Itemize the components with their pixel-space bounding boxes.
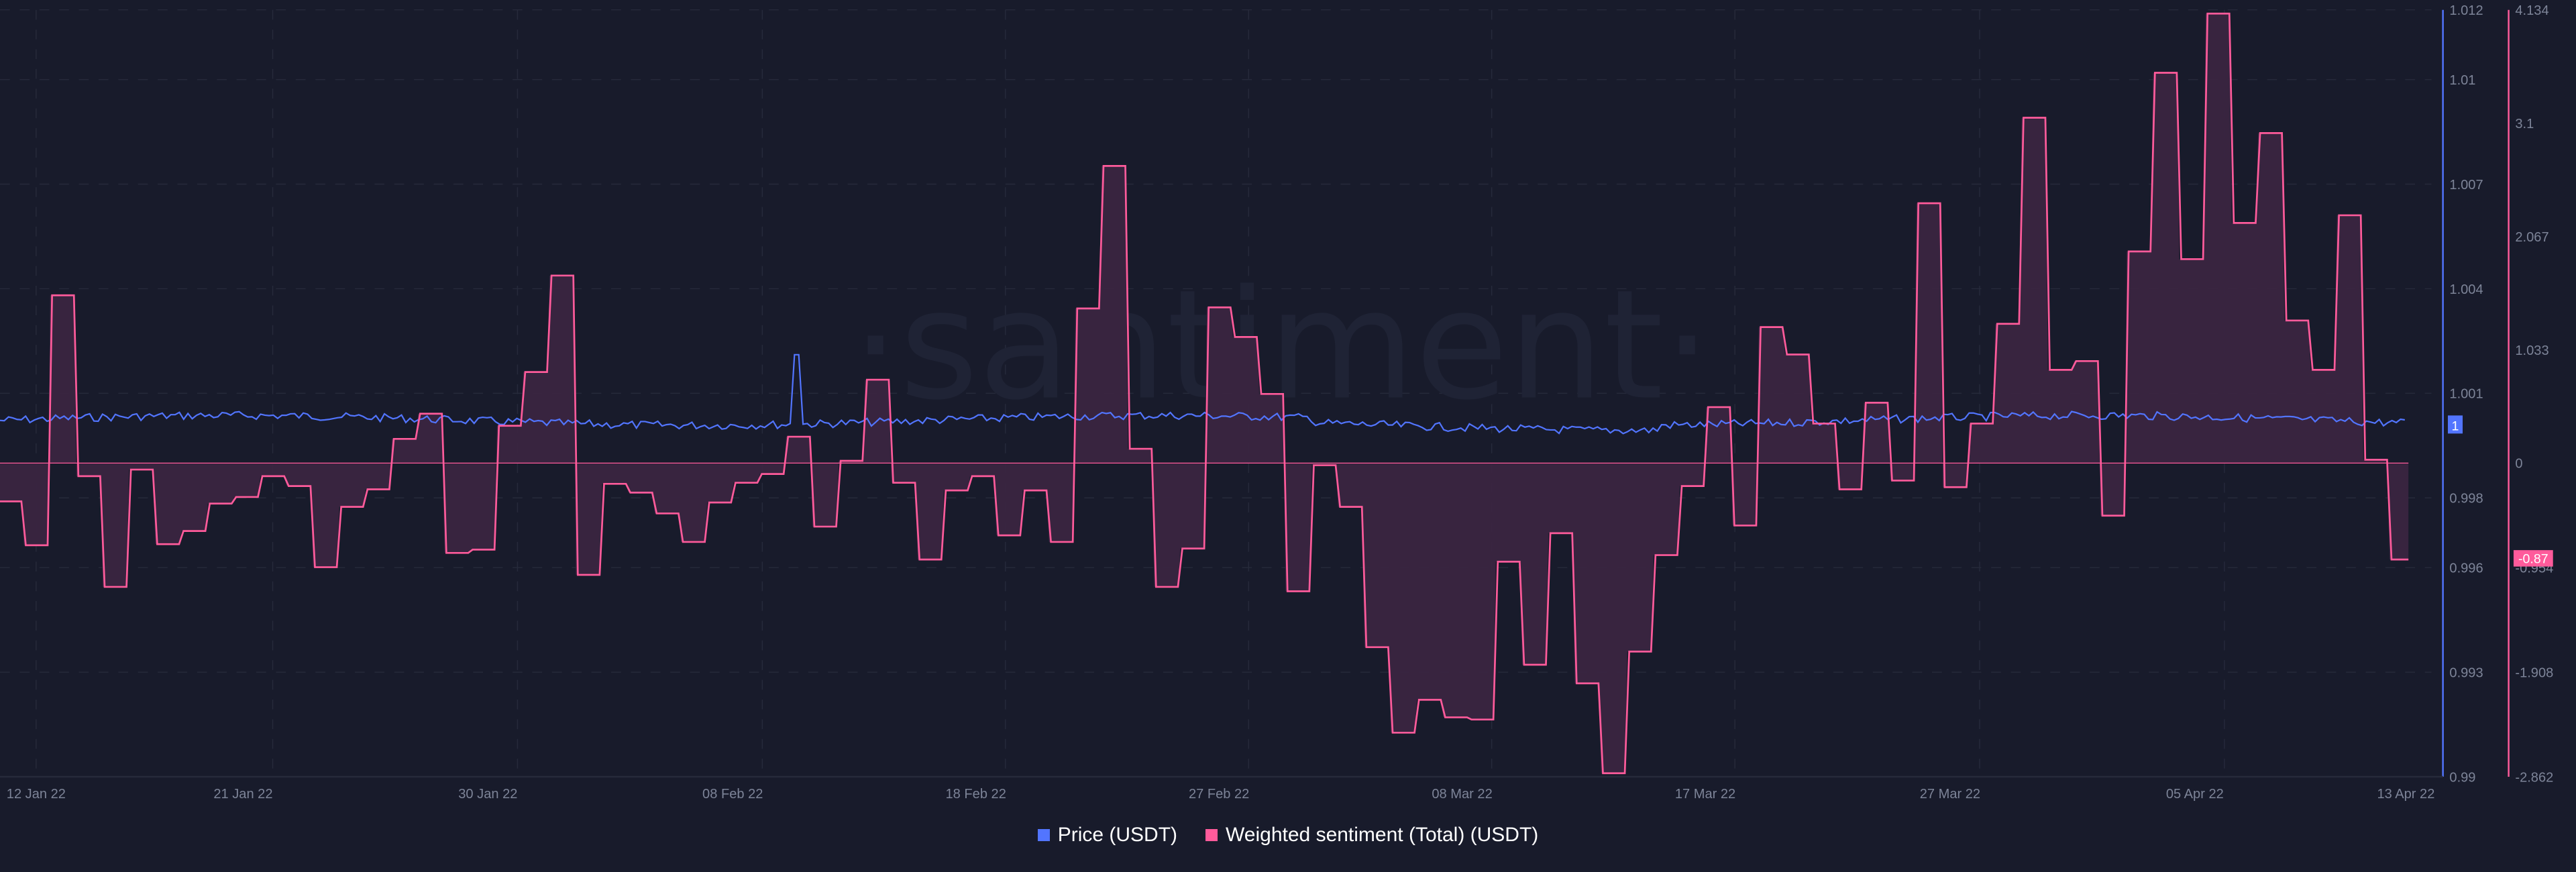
svg-text:1.004: 1.004 bbox=[2449, 282, 2483, 297]
svg-text:4.134: 4.134 bbox=[2515, 3, 2548, 18]
svg-text:0.993: 0.993 bbox=[2449, 665, 2483, 680]
sentiment-last-value-badge: -0.87 bbox=[2513, 550, 2553, 567]
legend: Price (USDT) Weighted sentiment (Total) … bbox=[0, 824, 2576, 847]
svg-text:08 Feb 22: 08 Feb 22 bbox=[702, 787, 763, 802]
svg-text:1.033: 1.033 bbox=[2515, 343, 2548, 358]
svg-text:27 Mar 22: 27 Mar 22 bbox=[1920, 787, 1980, 802]
price-last-value-badge: 1 bbox=[2447, 415, 2463, 433]
svg-text:3.1: 3.1 bbox=[2515, 117, 2534, 131]
svg-text:-1.908: -1.908 bbox=[2515, 665, 2553, 680]
svg-text:1.012: 1.012 bbox=[2449, 3, 2483, 18]
svg-text:2.067: 2.067 bbox=[2515, 230, 2548, 245]
svg-text:0: 0 bbox=[2515, 457, 2522, 472]
svg-text:18 Feb 22: 18 Feb 22 bbox=[946, 787, 1006, 802]
sentiment-last-value: -0.87 bbox=[2518, 552, 2548, 567]
svg-text:05 Apr 22: 05 Apr 22 bbox=[2166, 787, 2224, 802]
svg-text:1.001: 1.001 bbox=[2449, 387, 2483, 402]
legend-item-sentiment[interactable]: Weighted sentiment (Total) (USDT) bbox=[1205, 824, 1538, 847]
sentiment-line[interactable] bbox=[0, 12, 2409, 775]
svg-text:08 Mar 22: 08 Mar 22 bbox=[1432, 787, 1492, 802]
legend-label-sentiment: Weighted sentiment (Total) (USDT) bbox=[1226, 824, 1539, 846]
svg-text:27 Feb 22: 27 Feb 22 bbox=[1189, 787, 1249, 802]
legend-item-price[interactable]: Price (USDT) bbox=[1037, 824, 1178, 847]
svg-text:1.007: 1.007 bbox=[2449, 178, 2483, 193]
svg-text:0.996: 0.996 bbox=[2449, 561, 2483, 576]
sentiment-area bbox=[0, 13, 2409, 773]
price-swatch-icon bbox=[1037, 829, 1050, 841]
price-axis: 1.012 1.01 1.007 1.004 1.001 0.998 0.996 0.993 0… bbox=[2449, 3, 2483, 785]
svg-text:-2.862: -2.862 bbox=[2515, 770, 2553, 785]
svg-text:13 Apr 22: 13 Apr 22 bbox=[2377, 787, 2434, 802]
price-line[interactable] bbox=[0, 353, 2405, 435]
legend-label-price: Price (USDT) bbox=[1057, 824, 1178, 846]
svg-text:17 Mar 22: 17 Mar 22 bbox=[1675, 787, 1735, 802]
svg-text:0.99: 0.99 bbox=[2449, 770, 2475, 785]
svg-text:30 Jan 22: 30 Jan 22 bbox=[458, 787, 517, 802]
svg-text:1.01: 1.01 bbox=[2449, 73, 2475, 88]
sentiment-swatch-icon bbox=[1205, 829, 1218, 841]
svg-text:12 Jan 22: 12 Jan 22 bbox=[7, 787, 66, 802]
x-axis: 12 Jan 22 21 Jan 22 30 Jan 22 08 Feb 22 18 F… bbox=[7, 787, 2435, 802]
svg-text:0.998: 0.998 bbox=[2449, 492, 2483, 506]
price-last-value: 1 bbox=[2452, 419, 2459, 433]
svg-text:21 Jan 22: 21 Jan 22 bbox=[213, 787, 272, 802]
